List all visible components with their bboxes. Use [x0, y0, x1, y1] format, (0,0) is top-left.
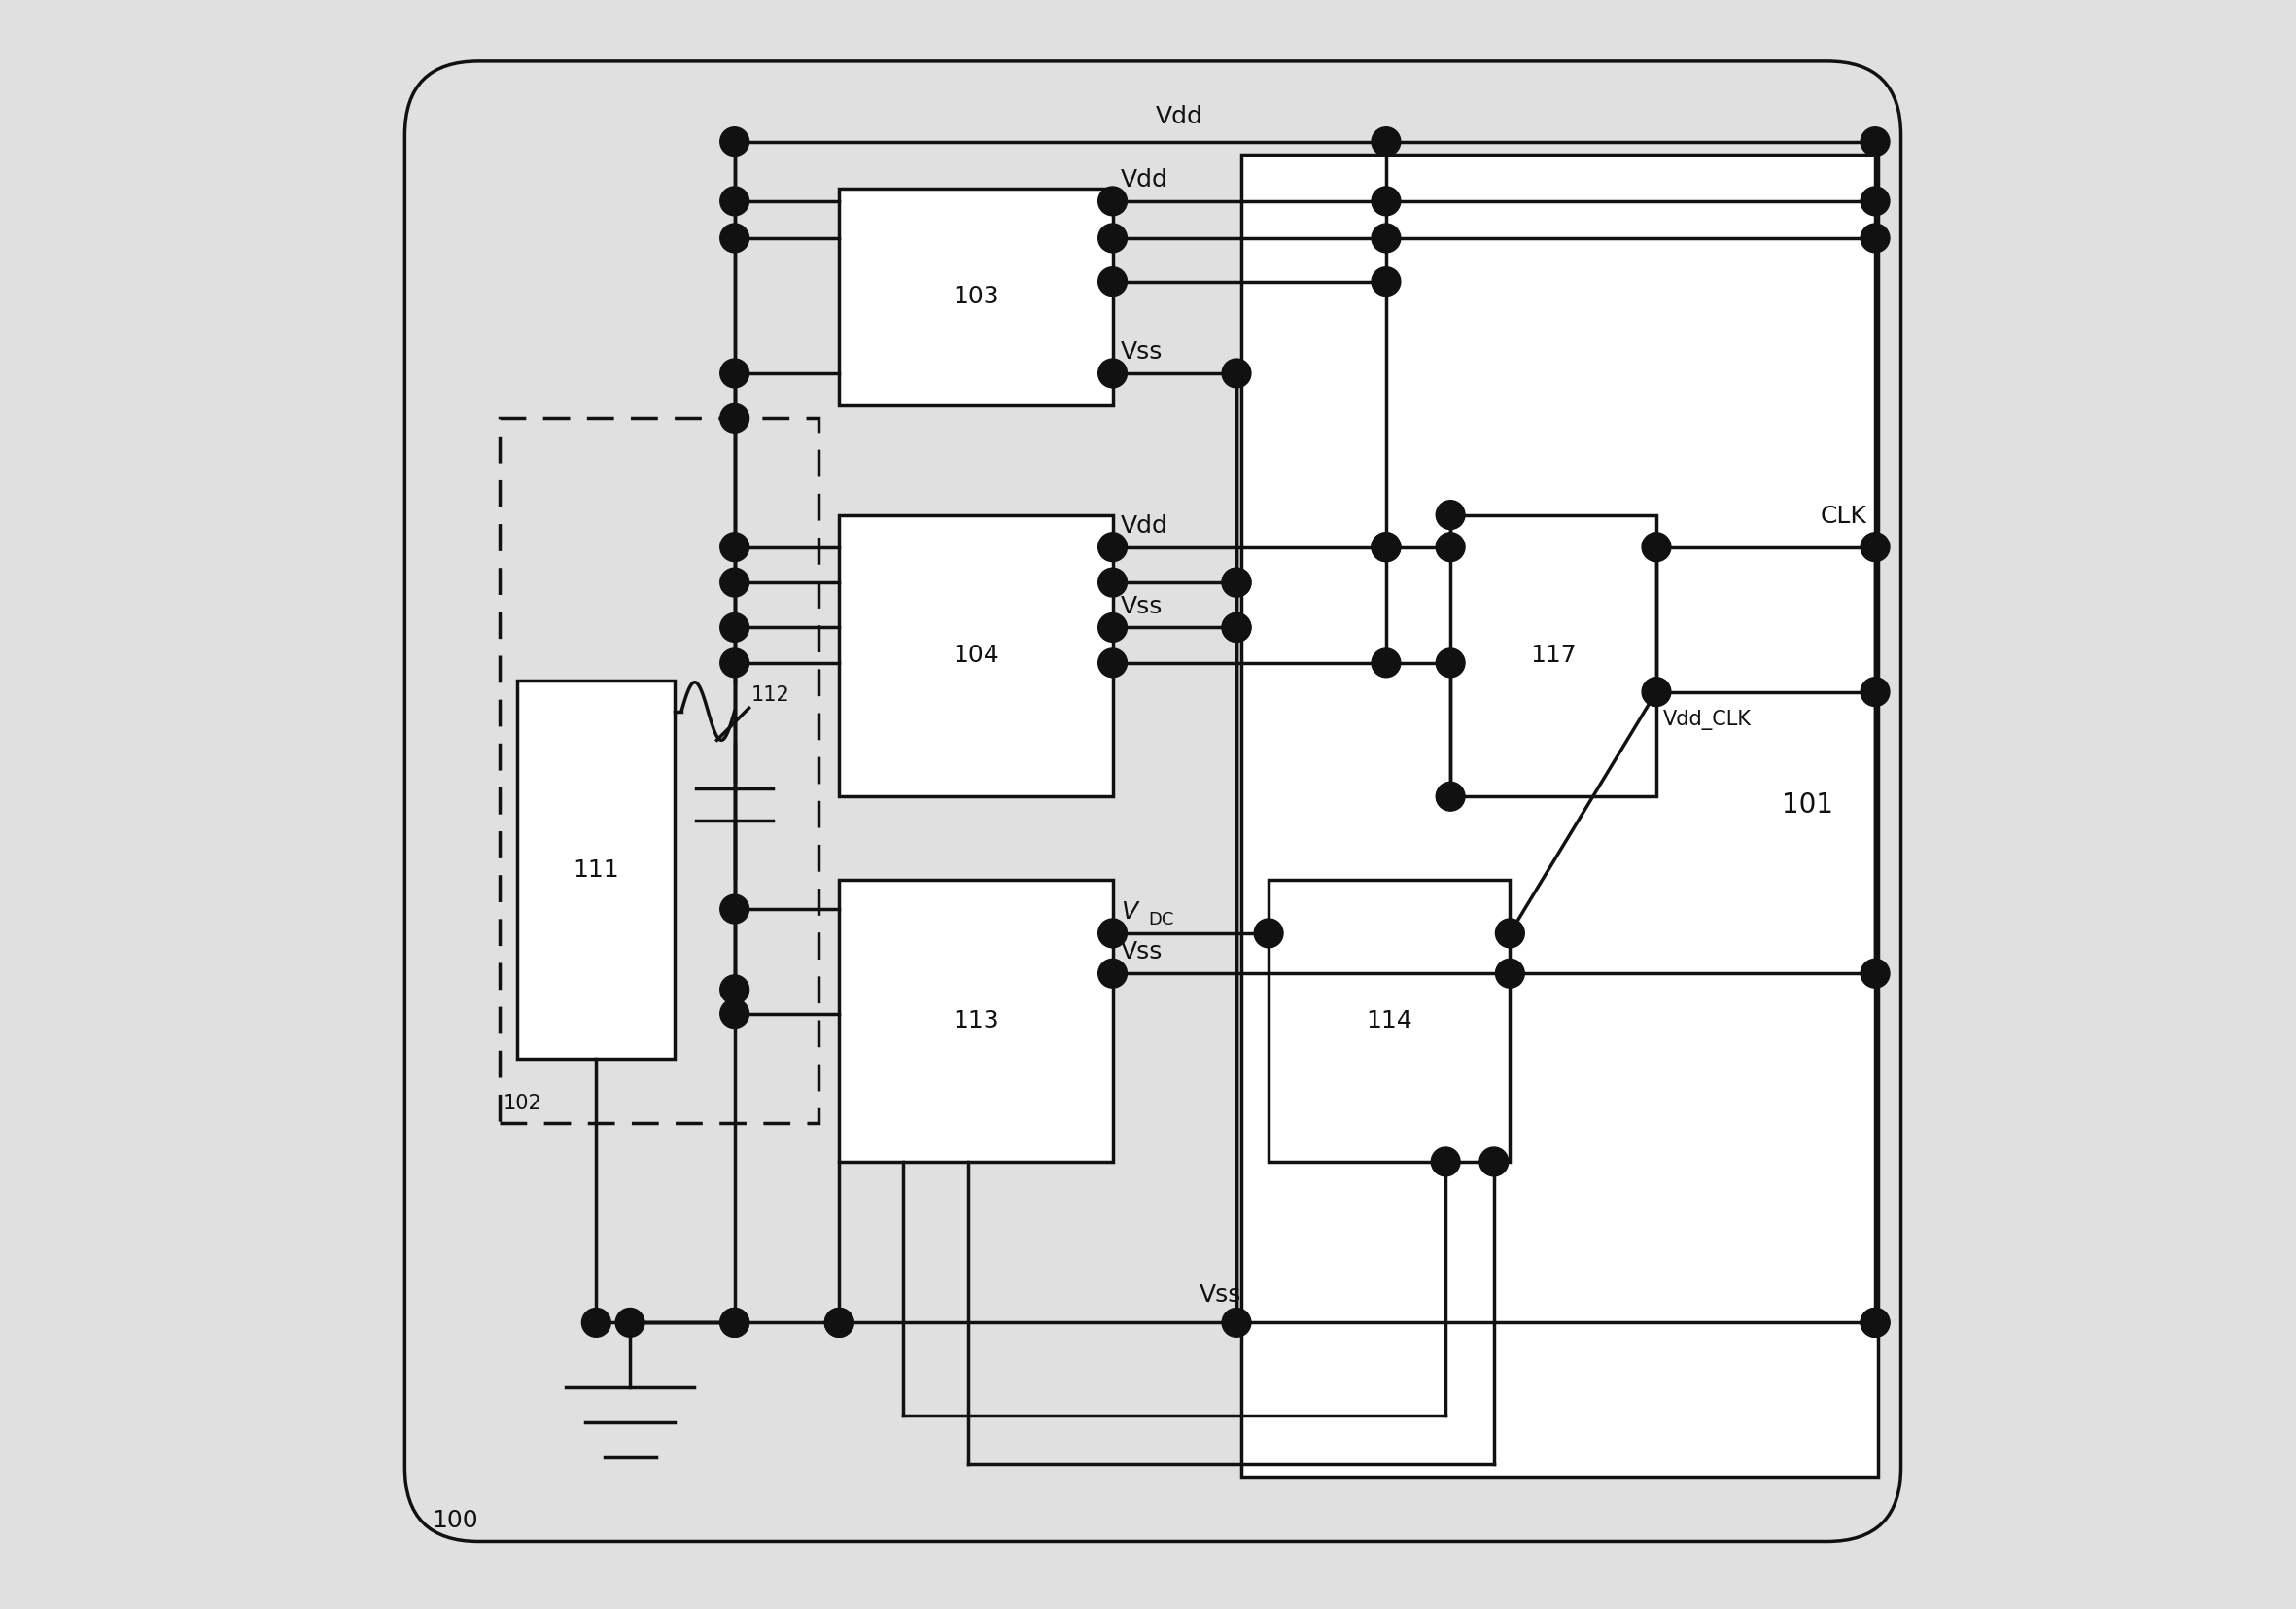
Bar — [838, 188, 1114, 405]
Circle shape — [1371, 533, 1401, 562]
Circle shape — [1430, 1147, 1460, 1176]
Circle shape — [1097, 648, 1127, 677]
Circle shape — [1097, 568, 1127, 597]
Circle shape — [1435, 500, 1465, 529]
Text: Vss: Vss — [1199, 1282, 1242, 1307]
Bar — [1242, 154, 1878, 1477]
Circle shape — [1097, 224, 1127, 253]
Circle shape — [1097, 187, 1127, 216]
Text: 117: 117 — [1529, 644, 1577, 668]
Circle shape — [1097, 613, 1127, 642]
Circle shape — [1642, 533, 1671, 562]
FancyBboxPatch shape — [404, 61, 1901, 1541]
Bar — [1451, 515, 1655, 796]
Text: 103: 103 — [953, 285, 999, 309]
Circle shape — [1860, 224, 1890, 253]
Circle shape — [1860, 187, 1890, 216]
Text: Vdd_CLK: Vdd_CLK — [1662, 710, 1752, 730]
Circle shape — [721, 975, 748, 1004]
Text: Vdd: Vdd — [1120, 167, 1169, 191]
Circle shape — [615, 1308, 645, 1337]
Circle shape — [1254, 919, 1283, 948]
Circle shape — [1221, 1308, 1251, 1337]
Circle shape — [721, 895, 748, 924]
Circle shape — [1097, 919, 1127, 948]
Circle shape — [824, 1308, 854, 1337]
Circle shape — [1435, 648, 1465, 677]
Circle shape — [1479, 1147, 1508, 1176]
Circle shape — [1221, 359, 1251, 388]
Bar — [838, 515, 1114, 796]
Circle shape — [1097, 533, 1127, 562]
Bar — [838, 880, 1114, 1162]
Text: 114: 114 — [1366, 1009, 1412, 1033]
Text: 112: 112 — [751, 685, 790, 705]
Text: Vss: Vss — [1120, 594, 1162, 618]
Circle shape — [1371, 127, 1401, 156]
Text: 113: 113 — [953, 1009, 999, 1033]
Circle shape — [1097, 359, 1127, 388]
Circle shape — [1495, 959, 1525, 988]
Text: V: V — [1120, 899, 1137, 924]
Bar — [501, 418, 817, 1123]
Text: 100: 100 — [432, 1508, 478, 1532]
Circle shape — [1371, 187, 1401, 216]
Text: 102: 102 — [503, 1094, 542, 1113]
Circle shape — [721, 533, 748, 562]
Text: Vss: Vss — [1120, 940, 1162, 964]
Circle shape — [721, 999, 748, 1028]
Circle shape — [721, 359, 748, 388]
Circle shape — [721, 187, 748, 216]
Circle shape — [721, 648, 748, 677]
Circle shape — [1371, 533, 1401, 562]
Circle shape — [1860, 1308, 1890, 1337]
Circle shape — [721, 224, 748, 253]
Circle shape — [1860, 959, 1890, 988]
Circle shape — [721, 613, 748, 642]
Circle shape — [1860, 533, 1890, 562]
Circle shape — [1221, 568, 1251, 597]
Circle shape — [1860, 1308, 1890, 1337]
Text: 104: 104 — [953, 644, 999, 668]
Circle shape — [1860, 127, 1890, 156]
Circle shape — [1371, 267, 1401, 296]
Circle shape — [721, 568, 748, 597]
Circle shape — [1495, 919, 1525, 948]
Circle shape — [1097, 267, 1127, 296]
Circle shape — [721, 1308, 748, 1337]
Circle shape — [1221, 613, 1251, 642]
Circle shape — [824, 1308, 854, 1337]
Circle shape — [721, 1308, 748, 1337]
Circle shape — [1642, 677, 1671, 706]
Text: DC: DC — [1148, 911, 1173, 928]
Circle shape — [721, 404, 748, 433]
Text: Vdd: Vdd — [1157, 105, 1203, 129]
Circle shape — [581, 1308, 611, 1337]
Circle shape — [721, 127, 748, 156]
Circle shape — [1221, 613, 1251, 642]
Text: CLK: CLK — [1821, 504, 1867, 528]
Circle shape — [1371, 648, 1401, 677]
Circle shape — [1371, 224, 1401, 253]
Circle shape — [1860, 677, 1890, 706]
Circle shape — [1435, 533, 1465, 562]
Bar — [517, 681, 675, 1059]
Circle shape — [1435, 782, 1465, 811]
Circle shape — [1221, 568, 1251, 597]
Text: 101: 101 — [1782, 792, 1832, 817]
Text: Vdd: Vdd — [1120, 513, 1169, 537]
Circle shape — [1097, 959, 1127, 988]
Text: 111: 111 — [574, 858, 620, 882]
Bar — [1270, 880, 1511, 1162]
Text: Vss: Vss — [1120, 339, 1162, 364]
